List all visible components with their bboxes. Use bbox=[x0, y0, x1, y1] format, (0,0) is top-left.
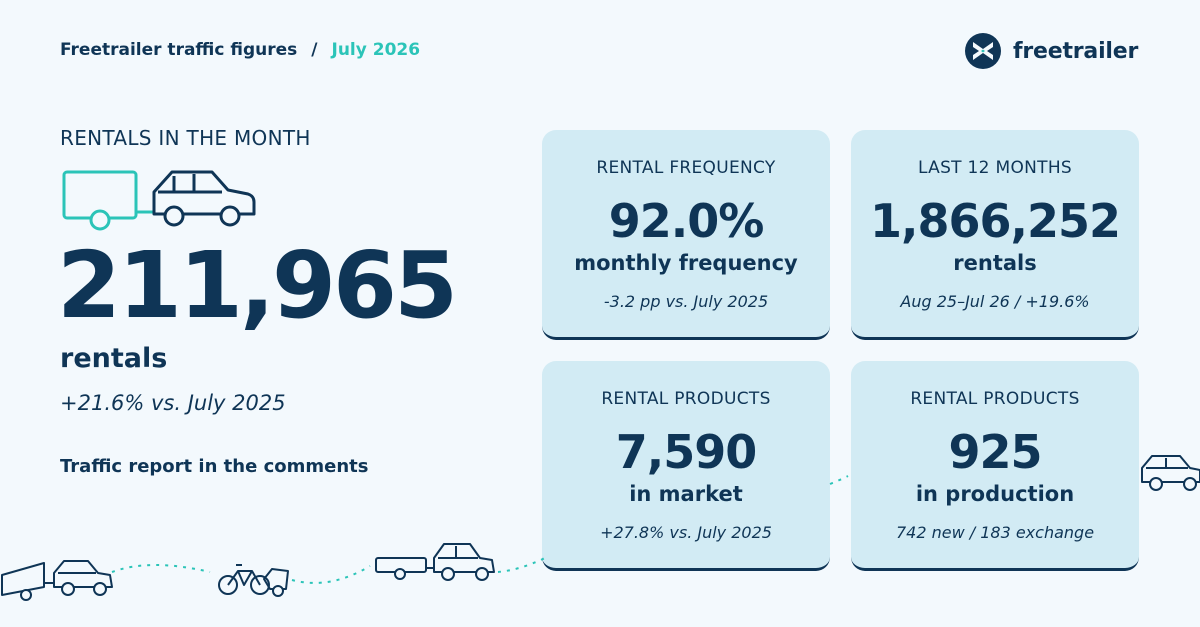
card-note: +27.8% vs. July 2025 bbox=[600, 523, 772, 542]
decorative-route bbox=[111, 475, 849, 584]
card-note: Aug 25–Jul 26 / +19.6% bbox=[900, 292, 1090, 311]
card-value: 925 bbox=[948, 425, 1042, 479]
card-label: RENTAL FREQUENCY bbox=[596, 158, 776, 178]
card-subtitle: monthly frequency bbox=[574, 251, 798, 275]
bicycle-trailer-icon bbox=[218, 564, 289, 597]
card-label: RENTAL PRODUCTS bbox=[601, 389, 771, 409]
card-rental-products-production: RENTAL PRODUCTS 925 in production 742 ne… bbox=[851, 361, 1139, 571]
freetrailer-logo-icon bbox=[965, 33, 1001, 69]
trailer-and-car-icon bbox=[62, 170, 256, 231]
section-title: RENTALS IN THE MONTH bbox=[60, 126, 311, 150]
card-subtitle: in market bbox=[629, 482, 743, 506]
card-label: RENTAL PRODUCTS bbox=[910, 389, 1080, 409]
card-last-12-months: LAST 12 MONTHS 1,866,252 rentals Aug 25–… bbox=[851, 130, 1139, 340]
card-value: 7,590 bbox=[615, 425, 758, 479]
monthly-rentals-value: 211,965 bbox=[57, 232, 458, 339]
card-value: 1,866,252 bbox=[870, 194, 1121, 248]
monthly-rentals-change: +21.6% vs. July 2025 bbox=[60, 391, 286, 415]
card-rental-frequency: RENTAL FREQUENCY 92.0% monthly frequency… bbox=[542, 130, 830, 340]
report-title: Freetrailer traffic figures bbox=[60, 40, 298, 60]
report-note: Traffic report in the comments bbox=[60, 456, 369, 477]
car-icon bbox=[1141, 455, 1200, 491]
card-subtitle: in production bbox=[915, 482, 1075, 506]
breadcrumb-separator: / bbox=[311, 40, 318, 60]
card-value: 92.0% bbox=[608, 194, 765, 248]
monthly-rentals-unit: rentals bbox=[60, 343, 168, 374]
trailer-car-icon bbox=[375, 543, 495, 581]
breadcrumb: Freetrailer traffic figures / July 2026 bbox=[60, 40, 420, 60]
card-subtitle: rentals bbox=[953, 251, 1037, 275]
card-rental-products-market: RENTAL PRODUCTS 7,590 in market +27.8% v… bbox=[542, 361, 830, 571]
card-note: -3.2 pp vs. July 2025 bbox=[603, 292, 769, 311]
brand-logo: freetrailer bbox=[965, 33, 1138, 69]
report-period: July 2026 bbox=[331, 40, 421, 60]
card-label: LAST 12 MONTHS bbox=[917, 158, 1073, 178]
trailer-car-icon bbox=[1, 560, 113, 601]
card-note: 742 new / 183 exchange bbox=[895, 523, 1095, 542]
brand-name: freetrailer bbox=[1013, 38, 1139, 64]
